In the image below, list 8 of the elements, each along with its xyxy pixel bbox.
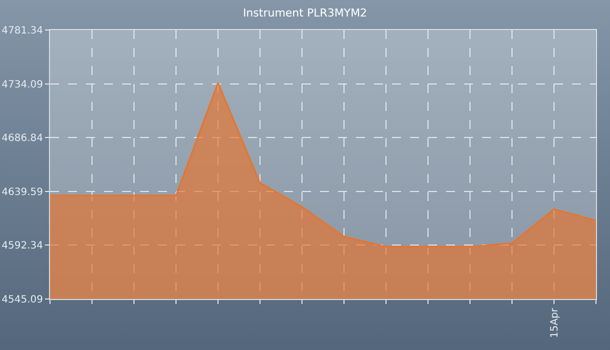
y-tick-label: 4734.09 (2, 79, 43, 90)
y-tick-label: 4592.34 (2, 240, 43, 252)
y-tick-label: 4545.09 (2, 294, 43, 306)
y-tick-label: 4686.84 (2, 133, 43, 144)
y-tick-label: 4781.34 (2, 26, 43, 36)
y-tick-label: 4639.59 (2, 186, 43, 198)
chart-title: Instrument PLR3MYM2 (242, 6, 368, 20)
x-tick-label: 15Apr (549, 307, 560, 338)
